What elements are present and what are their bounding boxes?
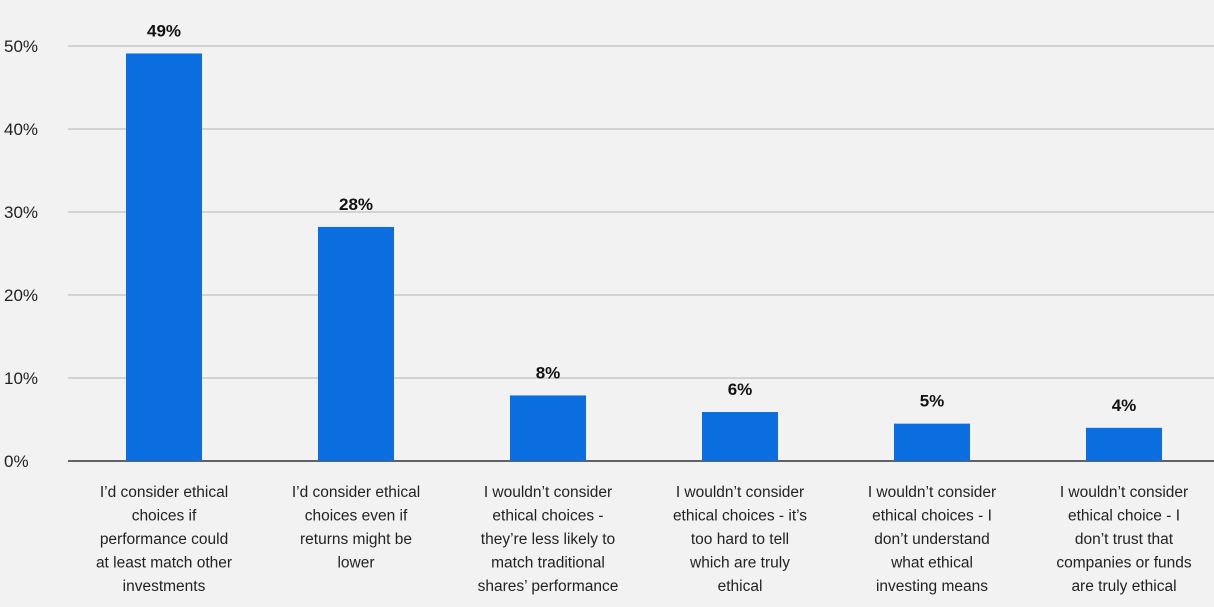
x-tick-label-line: I’d consider ethical — [292, 484, 420, 501]
x-tick-label-line: choices even if — [305, 508, 408, 525]
y-tick-label: 50% — [4, 37, 38, 56]
data-label: 5% — [920, 392, 945, 411]
x-tick-label-line: ethical — [718, 578, 763, 595]
data-label: 49% — [147, 21, 181, 40]
y-tick-label: 20% — [4, 286, 38, 305]
x-tick-label-line: what ethical — [890, 555, 973, 572]
x-tick-label-line: don’t understand — [874, 531, 989, 548]
bar-2[interactable] — [318, 226, 394, 461]
x-tick-label-line: I wouldn’t consider — [868, 484, 996, 501]
x-tick-label: I wouldn’t consider ethical choice - I don… — [1056, 484, 1192, 595]
data-label: 28% — [339, 195, 373, 214]
x-tick-label: I’d consider ethical choices if performanc… — [96, 484, 232, 595]
x-tick-label-line: performance could — [100, 531, 228, 548]
data-label: 8% — [536, 363, 561, 382]
x-tick-label: I wouldn’t consider ethical choices - it’… — [673, 484, 807, 595]
x-tick-label-line: are truly ethical — [1071, 578, 1176, 595]
x-tick-label-line: choices if — [132, 508, 197, 525]
x-tick-label-line: at least match other — [96, 555, 232, 572]
x-tick-label-line: shares’ performance — [478, 578, 619, 595]
x-tick-label-line: don’t trust that — [1075, 531, 1174, 548]
x-tick-label-line: ethical choices - I — [872, 508, 992, 525]
data-label: 4% — [1112, 396, 1137, 415]
bar-4[interactable] — [702, 412, 778, 461]
y-tick-label: 40% — [4, 120, 38, 139]
x-tick-label-line: match traditional — [491, 555, 605, 572]
x-tick-label-line: I wouldn’t consider — [676, 484, 804, 501]
x-tick-label-line: I’d consider ethical — [100, 484, 228, 501]
x-tick-label-line: returns might be — [300, 531, 412, 548]
x-tick-label-line: which are truly — [689, 555, 790, 572]
bar-3[interactable] — [510, 395, 586, 461]
bar-5[interactable] — [894, 423, 970, 461]
x-tick-label-line: ethical choices - — [492, 508, 603, 525]
data-label: 6% — [728, 380, 753, 399]
x-tick-label-line: investing means — [876, 578, 988, 595]
x-tick-label: I’d consider ethical choices even if retur… — [292, 484, 420, 572]
y-tick-label: 0% — [4, 452, 29, 471]
x-tick-label-line: ethical choices - it’s — [673, 508, 807, 525]
x-tick-label-line: ethical choice - I — [1068, 508, 1180, 525]
x-tick-label: I wouldn’t consider ethical choices - I do… — [868, 484, 996, 595]
x-tick-label-line: they’re less likely to — [481, 531, 615, 548]
x-tick-label-line: companies or funds — [1056, 555, 1192, 572]
x-tick-label: I wouldn’t consider ethical choices - they… — [478, 484, 619, 595]
y-tick-label: 30% — [4, 203, 38, 222]
x-tick-label-line: investments — [123, 578, 206, 595]
x-tick-label-line: I wouldn’t consider — [484, 484, 612, 501]
x-tick-label-line: too hard to tell — [691, 531, 789, 548]
x-tick-label-line: lower — [337, 555, 374, 572]
x-tick-label-line: I wouldn’t consider — [1060, 484, 1188, 501]
bar-1[interactable] — [126, 53, 202, 461]
y-tick-label: 10% — [4, 369, 38, 388]
bar-6[interactable] — [1086, 427, 1162, 461]
